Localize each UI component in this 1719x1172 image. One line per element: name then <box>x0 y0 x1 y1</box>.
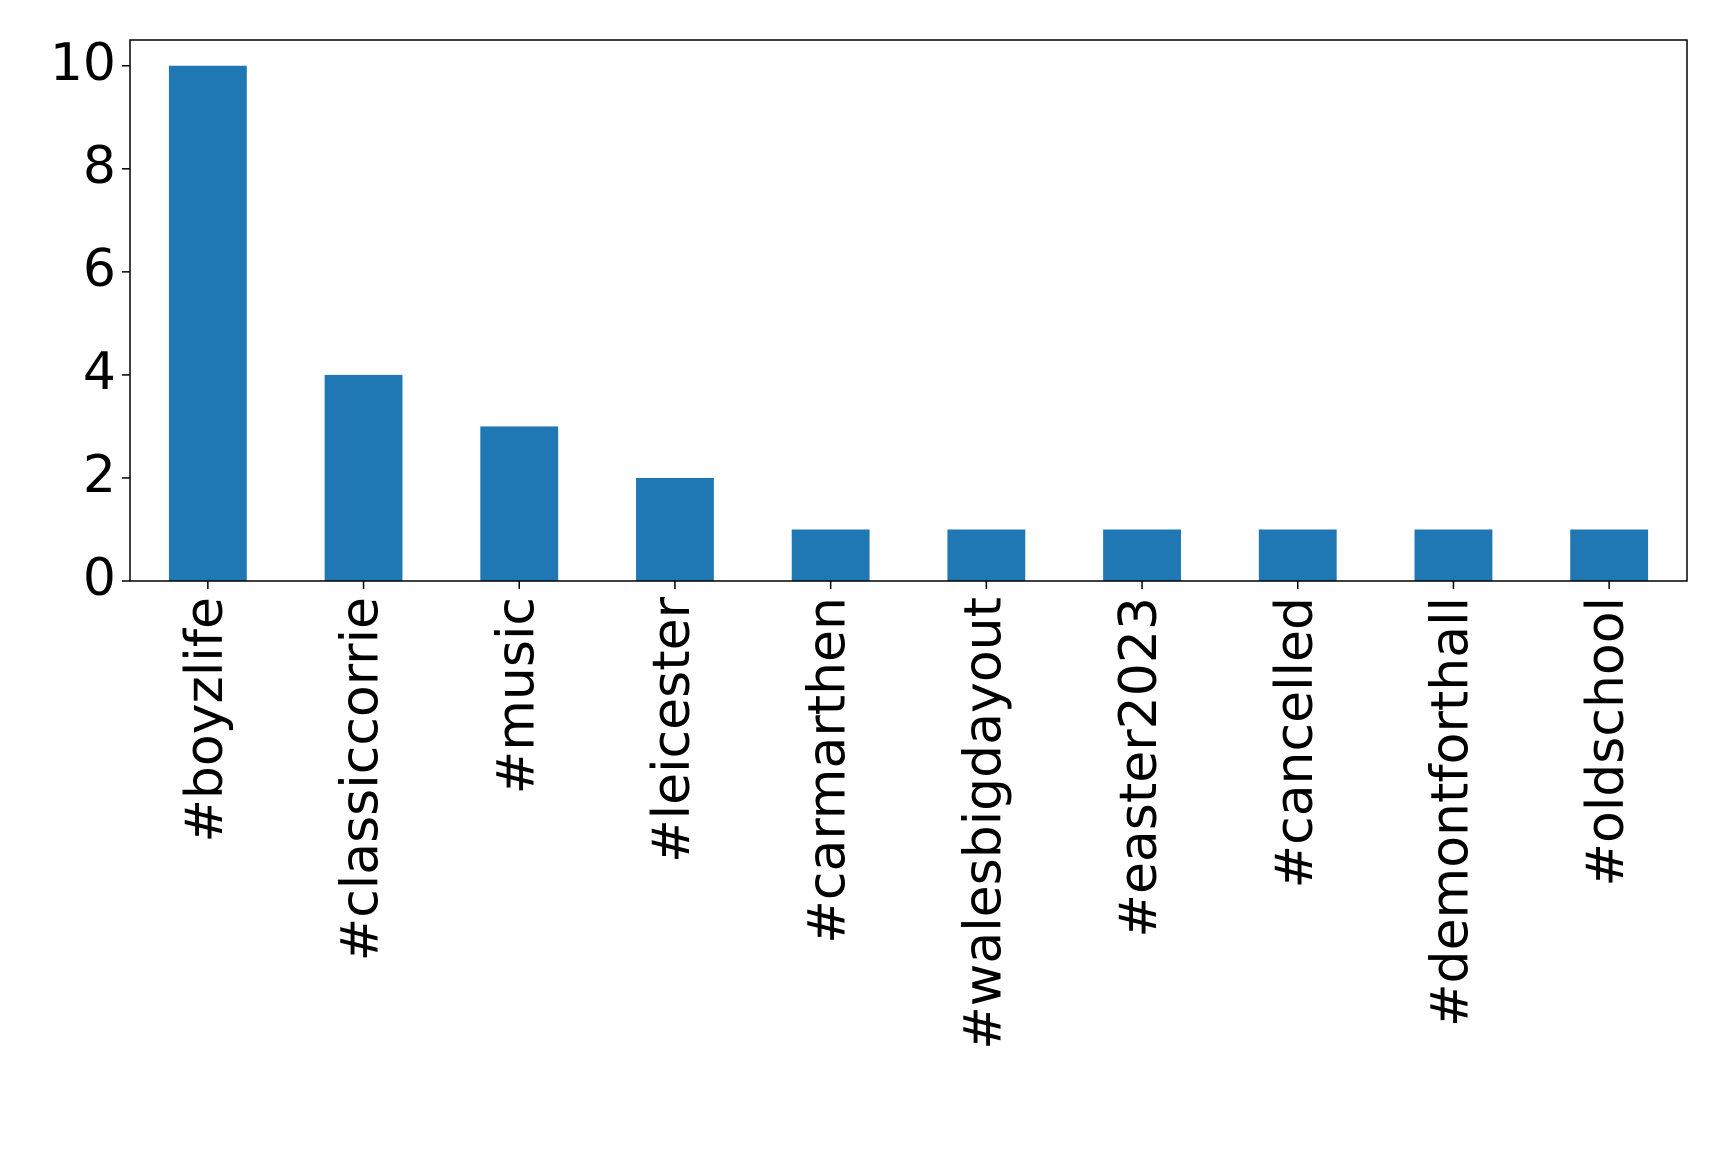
x-tick-label: #cancelled <box>1265 597 1325 888</box>
x-tick-label: #demontforthall <box>1420 597 1480 1027</box>
bar <box>636 477 714 581</box>
x-tick-label: #easter2023 <box>1109 597 1169 938</box>
bar <box>1570 529 1649 581</box>
y-tick-label: 6 <box>83 239 116 299</box>
bar <box>1414 529 1493 581</box>
y-tick-label: 8 <box>83 136 116 196</box>
bar <box>947 529 1026 581</box>
plot-frame <box>129 39 1688 582</box>
y-tick-label: 10 <box>50 33 116 93</box>
bar <box>480 426 559 581</box>
y-tick-label: 4 <box>83 342 116 402</box>
x-tick-label: #music <box>486 597 546 794</box>
x-tick-label: #classiccorrie <box>331 597 391 961</box>
y-tick-label: 2 <box>83 445 116 505</box>
x-tick-label: #boyzlife <box>175 597 235 843</box>
x-tick-label: #walesbigdayout <box>953 597 1013 1050</box>
bar <box>168 65 247 581</box>
bar <box>1258 529 1337 581</box>
x-tick-label: #carmarthen <box>798 597 858 944</box>
x-tick-label: #leicester <box>642 596 702 863</box>
bar <box>791 529 870 581</box>
bar <box>324 374 403 581</box>
x-tick-label: #oldschool <box>1576 597 1636 887</box>
y-tick-label: 0 <box>83 548 116 608</box>
bar <box>1103 529 1181 581</box>
